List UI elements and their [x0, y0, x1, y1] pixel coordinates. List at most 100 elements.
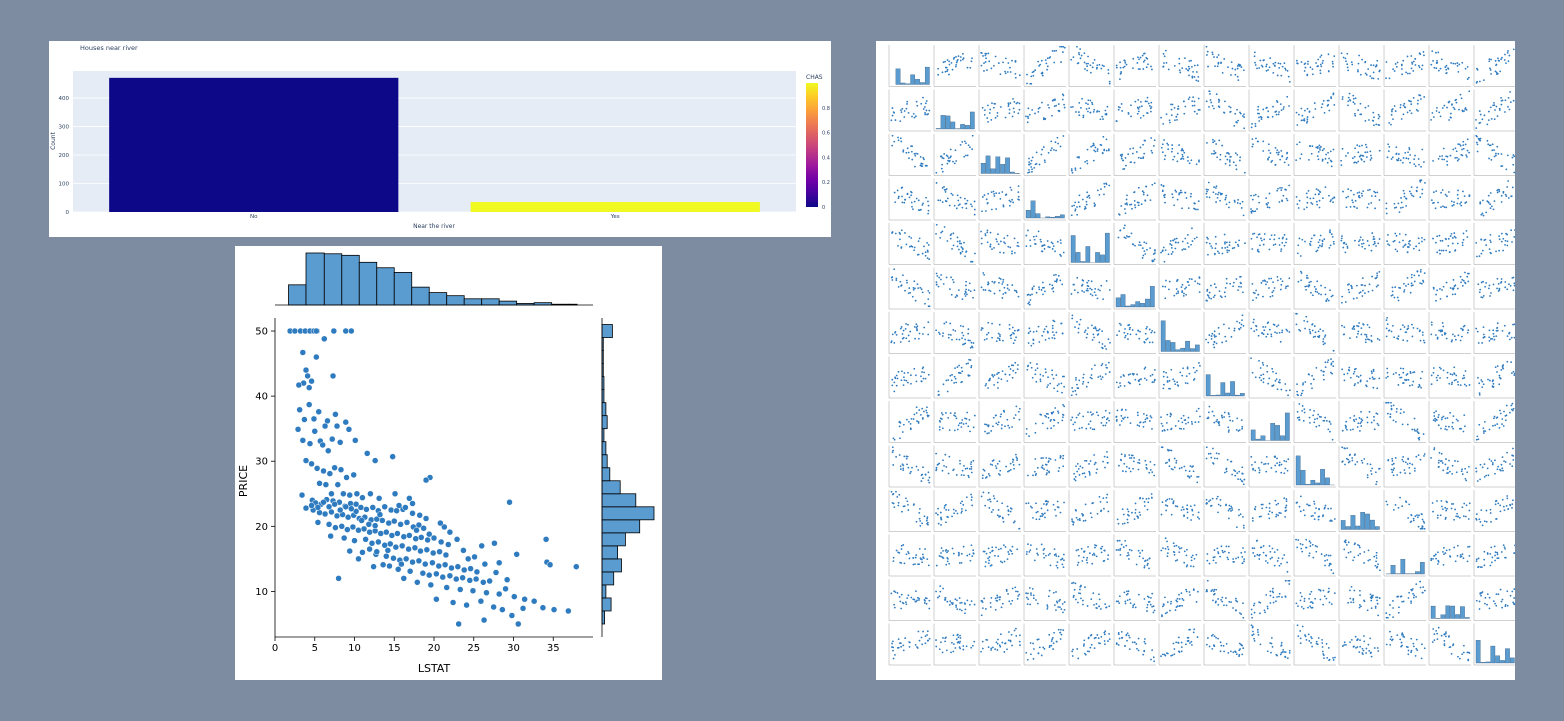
pairplot-point: [1313, 325, 1316, 327]
pairplot-point: [1169, 243, 1172, 245]
pairplot-point: [1442, 205, 1444, 208]
pairplot-point: [938, 393, 940, 396]
pairplot-point: [938, 428, 941, 431]
pairplot-point: [1243, 113, 1245, 116]
pairplot-point: [1006, 234, 1009, 237]
pairplot-point: [1119, 384, 1122, 387]
pairplot-point: [1423, 272, 1426, 275]
pairplot-point: [916, 329, 918, 332]
pairplot-point: [1193, 207, 1195, 210]
pairplot-point: [1351, 63, 1354, 66]
pairplot-point: [928, 258, 931, 261]
pairplot-point: [1074, 326, 1076, 329]
pairplot-point: [1039, 378, 1042, 381]
scatter-point: [359, 494, 366, 501]
pairplot-cell: [1293, 89, 1336, 132]
pairplot-point: [951, 248, 953, 250]
pairplot-point: [964, 295, 967, 297]
pairplot-point: [1436, 336, 1439, 339]
pairplot-cell: [1113, 178, 1156, 221]
pairplot-hist-bar: [969, 111, 975, 130]
pairplot-cell: [1023, 89, 1066, 132]
pairplot-point: [1217, 98, 1220, 101]
bar-no: [109, 77, 399, 212]
pairplot-point: [1128, 328, 1131, 331]
pairplot-point: [1353, 155, 1356, 158]
scatter-point: [338, 523, 346, 530]
pairplot-point: [1192, 366, 1195, 369]
pairplot-point: [1009, 102, 1012, 104]
pairplot-point: [926, 406, 928, 409]
pairplot-point: [963, 293, 966, 295]
pairplot-point: [1017, 112, 1020, 115]
pairplot-point: [1195, 236, 1198, 239]
pairplot-point: [1330, 371, 1332, 374]
pairplot-point: [1030, 159, 1033, 162]
pairplot-point: [1450, 62, 1453, 64]
pairplot-point: [1409, 462, 1411, 465]
pairplot-point: [972, 296, 974, 299]
pairplot-point: [1228, 201, 1231, 204]
pairplot-point: [988, 289, 991, 292]
pairplot-point: [891, 279, 894, 281]
pairplot-point: [1028, 435, 1030, 438]
pairplot-point: [939, 236, 942, 239]
scatter-point: [515, 620, 522, 628]
pairplot-point: [955, 63, 958, 66]
pairplot-point: [1129, 422, 1132, 425]
pairplot-point: [1052, 424, 1055, 427]
marginal-y-bar: [601, 441, 607, 456]
pairplot-point: [1357, 69, 1359, 71]
pairplot-point: [1288, 389, 1291, 392]
pairplot-point: [922, 333, 924, 335]
pairplot-point: [1207, 237, 1209, 240]
pairplot-point: [1168, 280, 1171, 283]
scatter-point: [433, 570, 440, 578]
pairplot-point: [1271, 384, 1274, 387]
pairplot-point: [982, 55, 984, 57]
pairplot-point: [1167, 148, 1170, 151]
pairplot-point: [1346, 447, 1349, 450]
pairplot-point: [940, 418, 943, 420]
pairplot-point: [1071, 416, 1074, 419]
pairplot-point: [1423, 455, 1425, 457]
scatter-point: [513, 551, 520, 558]
pairplot-point: [1378, 377, 1381, 380]
pairplot-point: [946, 70, 948, 73]
pairplot-point: [1058, 466, 1061, 469]
pairplot-point: [1354, 239, 1356, 242]
pairplot-point: [1013, 111, 1016, 113]
pairplot-point: [1119, 382, 1121, 384]
pairplot-point: [1103, 149, 1106, 152]
pairplot-point: [1034, 369, 1037, 372]
pairplot-point: [1007, 470, 1009, 473]
pairplot-point: [935, 182, 938, 184]
pairplot-point: [1410, 276, 1413, 279]
pairplot-point: [1239, 111, 1241, 114]
pairplot-point: [1496, 287, 1498, 290]
pairplot-point: [1500, 240, 1503, 243]
pairplot-point: [956, 194, 959, 197]
pairplot-point: [1400, 118, 1403, 120]
scatter-point: [398, 560, 405, 568]
pairplot-point: [1124, 334, 1127, 337]
pairplot-point: [1444, 417, 1447, 420]
pairplot-point: [1324, 157, 1327, 160]
scatter-point: [521, 595, 528, 603]
pairplot-point: [1496, 329, 1499, 332]
pairplot-point: [1319, 56, 1322, 58]
scatter-point: [412, 535, 419, 542]
pairplot-point: [997, 387, 999, 389]
pairplot-point: [1080, 54, 1083, 57]
pairplot-point: [1079, 167, 1082, 170]
pairplot-point: [1178, 193, 1180, 196]
bar-chart-panel: Houses near river 0 100 200 300 400 No Yes Ne…: [49, 41, 831, 237]
pairplot-point: [1218, 452, 1220, 455]
scatter-point: [319, 441, 326, 449]
pairplot-point: [1444, 463, 1447, 466]
pairplot-point: [1512, 323, 1514, 326]
pairplot-point: [1282, 108, 1285, 110]
pairplot-point: [1040, 240, 1042, 243]
pairplot-point: [905, 279, 908, 282]
